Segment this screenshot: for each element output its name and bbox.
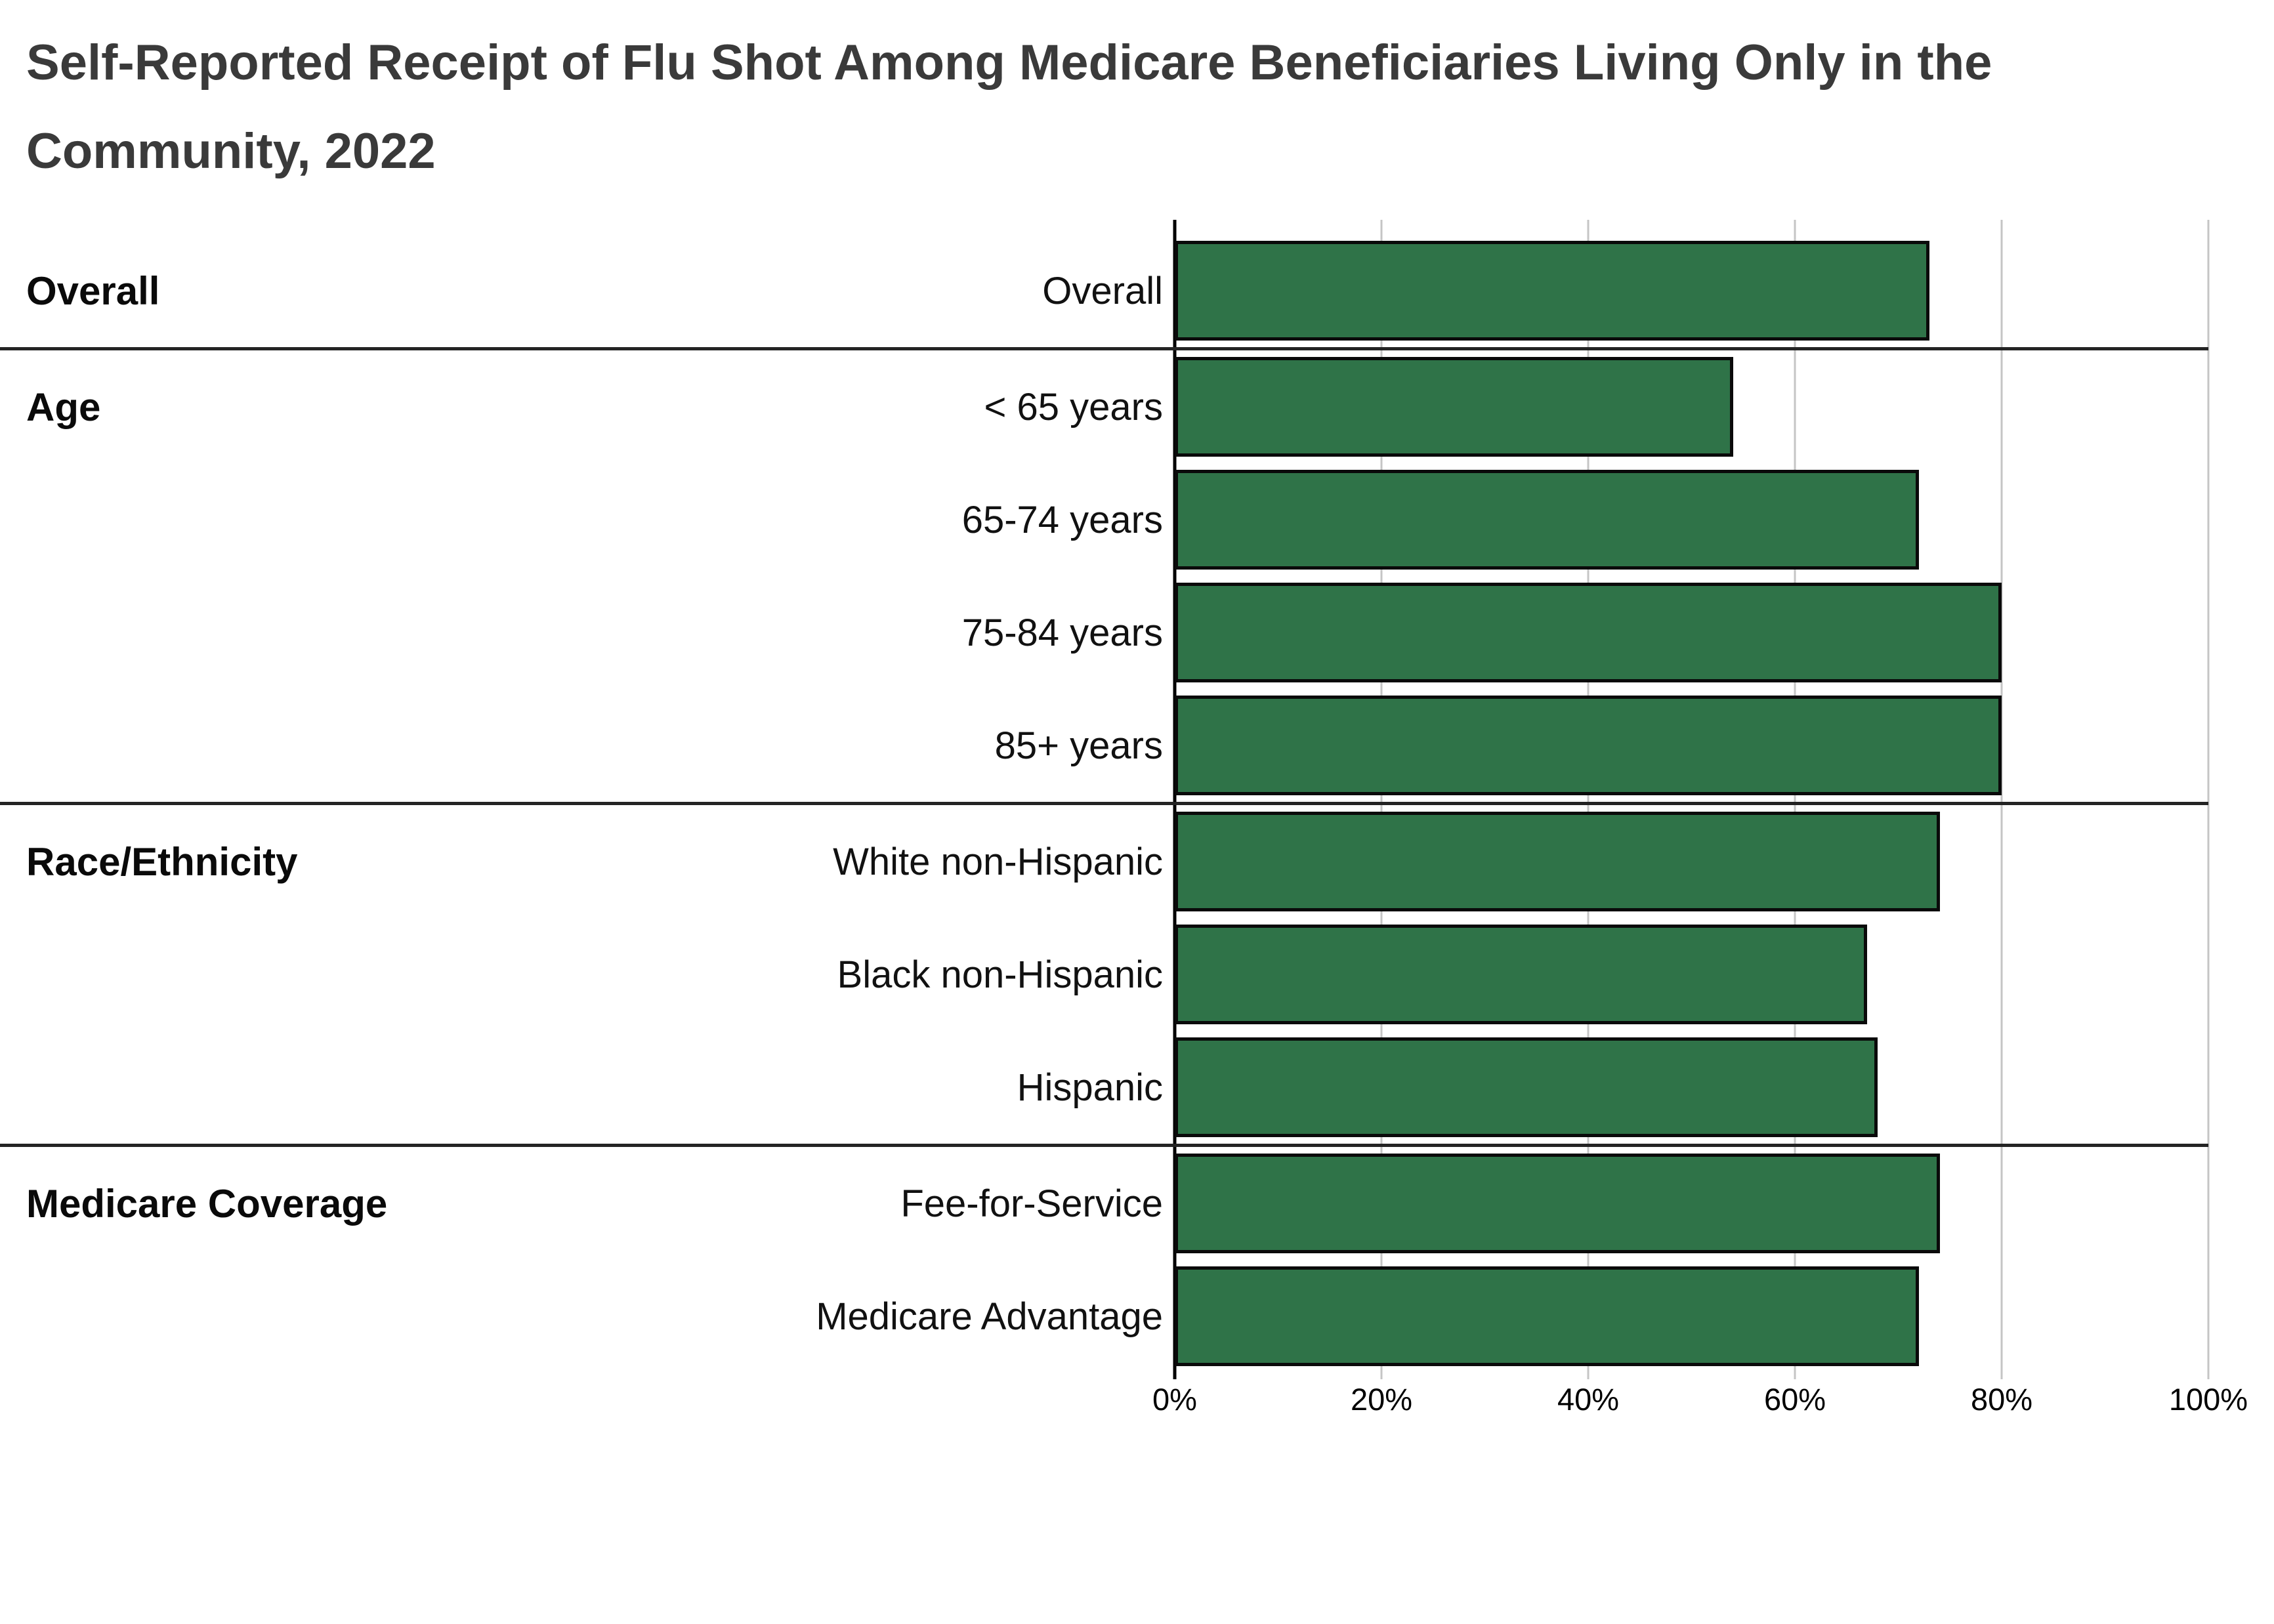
chart-title-line1: Self-Reported Receipt of Flu Shot Among … <box>26 35 1992 91</box>
bar-track <box>1175 689 2208 802</box>
row-label: Overall <box>1042 269 1163 312</box>
bar-track <box>1175 1147 2208 1260</box>
bar <box>1175 925 1868 1024</box>
gridline-20 <box>1380 220 1383 1379</box>
gridline-100 <box>2207 220 2210 1379</box>
bar-track <box>1175 1031 2208 1144</box>
group-label: Age <box>26 385 101 429</box>
row-label: 85+ years <box>994 724 1163 767</box>
row-label: Hispanic <box>1017 1066 1163 1109</box>
chart-row: Medicare Advantage <box>0 1260 2208 1373</box>
chart-row: Hispanic <box>0 1031 2208 1144</box>
bar <box>1175 357 1733 457</box>
bar <box>1175 696 2002 795</box>
bar-track <box>1175 1260 2208 1373</box>
bar <box>1175 1154 1940 1253</box>
bar <box>1175 241 1929 341</box>
chart-row: Fee-for-Service <box>0 1147 2208 1260</box>
bar <box>1175 1266 1919 1366</box>
row-label: 65-74 years <box>961 498 1163 541</box>
bar-track <box>1175 350 2208 463</box>
chart-section: Medicare Coverage Fee-for-Service Medicare… <box>0 1147 2208 1373</box>
bar-track <box>1175 463 2208 576</box>
chart-row: White non-Hispanic <box>0 805 2208 918</box>
gridline-60 <box>1794 220 1796 1379</box>
group-label: Overall <box>26 268 160 313</box>
chart-title-line2: Community, 2022 <box>26 123 436 180</box>
group-label: Race/Ethnicity <box>26 839 298 884</box>
row-label: 75-84 years <box>961 611 1163 654</box>
bar-track <box>1175 918 2208 1031</box>
x-tick-label-80: 80% <box>1970 1382 2033 1417</box>
chart-row: < 65 years <box>0 350 2208 463</box>
bar-track <box>1175 805 2208 918</box>
bar <box>1175 1037 1878 1137</box>
y-axis-line <box>1173 220 1177 1379</box>
chart-title: Self-Reported Receipt of Flu Shot Among … <box>26 18 1992 196</box>
bar-track <box>1175 576 2208 689</box>
x-tick-label-20: 20% <box>1350 1382 1413 1417</box>
chart-section: Age < 65 years 65-74 years 75-84 years 85+ y… <box>0 350 2208 805</box>
row-label: < 65 years <box>984 385 1163 428</box>
gridline-40 <box>1587 220 1590 1379</box>
chart-section: Race/Ethnicity White non-Hispanic Black no… <box>0 805 2208 1147</box>
row-label: Fee-for-Service <box>900 1182 1163 1225</box>
bar <box>1175 583 2002 682</box>
chart-row: Overall <box>0 234 2208 347</box>
chart-body: Overall Overall Age < 65 years 65-74 years 75… <box>0 234 2208 1373</box>
group-label: Medicare Coverage <box>26 1181 388 1226</box>
row-label: White non-Hispanic <box>833 840 1163 883</box>
x-tick-label-0: 0% <box>1152 1382 1197 1417</box>
bar <box>1175 470 1919 570</box>
chart-row: 75-84 years <box>0 576 2208 689</box>
chart-row: Black non-Hispanic <box>0 918 2208 1031</box>
gridline-80 <box>2000 220 2003 1379</box>
plot-gridlines <box>1173 220 2210 1379</box>
row-label: Medicare Advantage <box>816 1295 1163 1338</box>
x-tick-label-40: 40% <box>1557 1382 1620 1417</box>
chart-row: 85+ years <box>0 689 2208 802</box>
x-tick-label-60: 60% <box>1763 1382 1826 1417</box>
chart-row: 65-74 years <box>0 463 2208 576</box>
row-label: Black non-Hispanic <box>837 953 1163 996</box>
bar <box>1175 812 1940 911</box>
chart-section: Overall Overall <box>0 234 2208 350</box>
bar-track <box>1175 234 2208 347</box>
x-tick-label-100: 100% <box>2168 1382 2248 1417</box>
x-axis-tick-labels: 0% 20% 40% 60% 80% 100% <box>1152 1381 2248 1434</box>
